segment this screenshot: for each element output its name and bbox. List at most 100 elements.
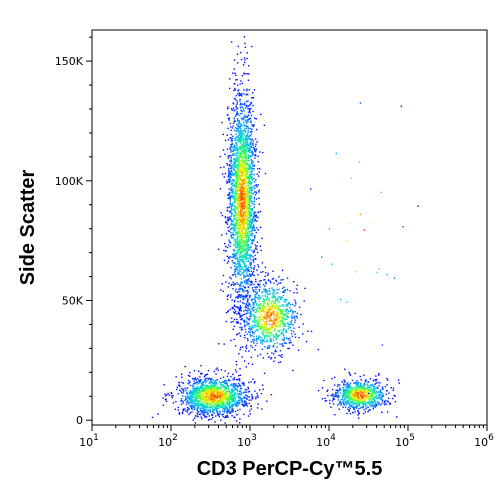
event-point xyxy=(241,139,243,142)
event-point xyxy=(262,304,265,306)
event-point xyxy=(224,416,226,419)
event-point xyxy=(268,293,270,296)
event-point xyxy=(242,188,245,190)
event-point xyxy=(235,113,238,115)
event-point xyxy=(236,379,238,381)
event-point xyxy=(247,386,249,389)
event-point xyxy=(253,309,255,312)
event-point xyxy=(245,258,247,260)
event-point xyxy=(253,339,256,341)
event-point xyxy=(231,406,233,408)
event-point xyxy=(249,194,251,197)
event-point xyxy=(238,200,241,203)
event-point xyxy=(230,406,232,408)
event-point xyxy=(207,387,209,389)
event-point xyxy=(238,267,241,269)
event-point xyxy=(287,325,289,327)
event-point xyxy=(172,402,175,404)
event-point xyxy=(283,328,285,330)
event-point xyxy=(240,235,242,237)
event-point xyxy=(242,205,244,208)
event-point xyxy=(245,167,248,169)
event-point xyxy=(279,350,282,352)
event-point xyxy=(220,402,222,404)
event-point xyxy=(241,230,243,233)
event-point xyxy=(182,409,184,411)
event-point xyxy=(230,149,232,151)
event-point xyxy=(210,388,213,391)
event-point xyxy=(236,107,239,109)
event-point xyxy=(234,386,236,389)
event-point xyxy=(237,140,239,142)
event-point xyxy=(166,394,168,396)
event-point xyxy=(241,92,243,95)
event-point xyxy=(231,137,234,140)
event-point xyxy=(233,338,235,341)
event-point xyxy=(204,385,206,387)
event-point xyxy=(251,209,253,211)
event-point xyxy=(241,246,243,248)
event-point xyxy=(233,179,235,181)
event-point xyxy=(225,281,227,283)
event-point xyxy=(177,393,179,395)
event-point xyxy=(259,328,261,331)
event-point xyxy=(230,405,233,407)
event-point xyxy=(225,245,227,248)
event-point xyxy=(238,129,240,132)
event-point xyxy=(232,188,234,190)
event-point xyxy=(244,242,247,244)
event-point xyxy=(240,315,243,317)
event-point xyxy=(236,242,238,245)
event-point xyxy=(193,369,196,372)
event-point xyxy=(251,226,254,228)
event-point xyxy=(185,410,187,412)
event-point xyxy=(226,382,228,385)
event-point xyxy=(229,136,232,139)
event-point xyxy=(240,187,243,189)
event-point xyxy=(277,336,279,338)
event-point xyxy=(242,169,245,172)
event-point xyxy=(233,68,235,70)
event-point xyxy=(213,399,216,402)
event-point xyxy=(230,204,233,206)
event-point xyxy=(257,155,259,158)
event-point xyxy=(269,334,271,337)
event-point xyxy=(217,385,219,387)
event-point xyxy=(235,334,238,336)
event-point xyxy=(277,318,279,320)
event-point xyxy=(217,400,219,403)
event-point xyxy=(269,315,272,317)
event-point xyxy=(245,100,248,103)
event-point xyxy=(254,235,256,237)
event-point xyxy=(250,158,252,161)
event-point xyxy=(157,413,159,415)
event-point xyxy=(250,299,253,301)
event-point xyxy=(259,342,262,344)
event-point xyxy=(268,329,270,331)
event-point xyxy=(167,392,169,395)
event-point xyxy=(215,393,218,396)
event-point xyxy=(256,141,258,143)
event-point xyxy=(283,324,285,326)
event-point xyxy=(199,399,202,401)
event-point xyxy=(258,290,260,293)
event-point xyxy=(226,114,229,116)
event-point xyxy=(239,169,241,171)
event-point xyxy=(234,72,236,75)
event-point xyxy=(247,260,250,263)
event-point xyxy=(282,333,285,335)
event-point xyxy=(250,139,252,141)
event-point xyxy=(274,296,276,298)
event-point xyxy=(256,173,258,175)
event-point xyxy=(237,218,240,220)
event-point xyxy=(204,403,206,406)
event-point xyxy=(196,399,198,402)
event-point xyxy=(195,397,197,399)
event-point xyxy=(279,326,282,328)
event-point xyxy=(244,182,246,185)
event-point xyxy=(276,312,279,314)
event-point xyxy=(223,166,225,168)
event-point xyxy=(276,297,279,300)
event-point xyxy=(241,295,243,297)
event-point xyxy=(237,227,239,230)
